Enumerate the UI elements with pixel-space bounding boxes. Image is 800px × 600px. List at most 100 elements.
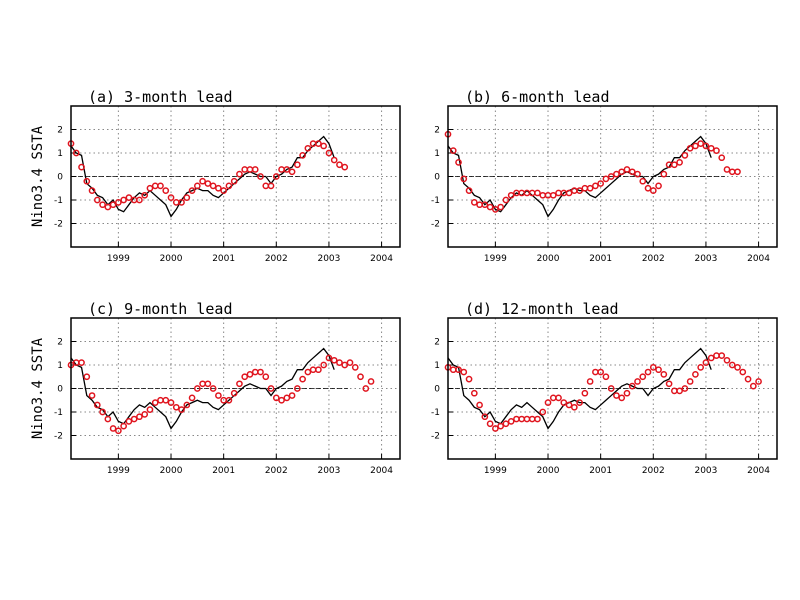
x-tick-label: 2000	[160, 466, 183, 476]
forecast-point	[676, 159, 683, 166]
y-tick-label: -2	[431, 220, 440, 230]
forecast-point	[497, 422, 504, 430]
x-tick-label: 1999	[107, 466, 130, 476]
y-tick-label: -1	[431, 408, 440, 418]
forecast-point	[518, 415, 526, 423]
forecast-point	[549, 394, 557, 402]
forecast-point	[172, 403, 180, 411]
forecast-point	[602, 373, 610, 381]
forecast-point	[565, 401, 573, 409]
x-tick-label: 2003	[317, 254, 340, 264]
forecast-point	[655, 182, 662, 190]
plot-frame	[70, 317, 401, 460]
forecast-point	[602, 175, 610, 183]
forecast-point	[351, 364, 359, 371]
forecast-point	[455, 366, 462, 374]
y-tick-label: 2	[434, 126, 440, 136]
forecast-point	[697, 364, 705, 371]
forecast-point	[481, 201, 489, 209]
forecast-point	[204, 180, 212, 187]
forecast-point	[115, 427, 122, 435]
y-tick-label: -1	[431, 196, 440, 206]
forecast-point	[283, 394, 291, 402]
forecast-point	[267, 385, 275, 392]
forecast-point	[586, 378, 594, 385]
forecast-point	[130, 415, 138, 423]
forecast-point	[125, 194, 133, 201]
forecast-point	[692, 371, 699, 378]
forecast-point	[707, 144, 715, 152]
forecast-point	[125, 418, 133, 425]
forecast-point	[204, 380, 212, 388]
forecast-point	[692, 142, 699, 150]
forecast-point	[492, 206, 499, 213]
forecast-point	[734, 168, 741, 176]
forecast-point	[83, 373, 91, 381]
forecast-point	[492, 425, 499, 432]
forecast-point	[325, 354, 333, 362]
forecast-point	[639, 177, 647, 185]
forecast-point	[136, 196, 143, 204]
forecast-point	[718, 352, 726, 359]
forecast-point	[502, 196, 510, 204]
forecast-point	[592, 182, 599, 190]
forecast-point	[749, 382, 757, 390]
forecast-point	[597, 180, 605, 187]
panel: 1999 2000 2001 2002 2003 2004 -2 -1 0 1 2 (d) 12-mo…	[431, 300, 778, 476]
forecast-point	[172, 199, 180, 206]
forecast-point	[241, 373, 249, 381]
forecast-point	[681, 385, 689, 392]
forecast-point	[649, 364, 657, 371]
panel: 1999 2000 2001 2002 2003 2004 -2 -1 0 1 2 (a) 3-mon…	[30, 88, 401, 264]
x-tick-label: 1999	[484, 466, 507, 476]
forecast-point	[644, 368, 652, 376]
forecast-point	[278, 396, 285, 404]
forecast-point	[109, 425, 117, 432]
y-tick-label: 1	[57, 149, 63, 159]
x-tick-label: 2001	[589, 254, 612, 264]
x-tick-label: 2000	[537, 254, 560, 264]
forecast-point	[78, 359, 85, 366]
forecast-point	[341, 163, 349, 171]
forecast-point	[576, 399, 583, 406]
forecast-point	[739, 368, 747, 376]
forecast-point	[220, 187, 228, 194]
forecast-point	[513, 415, 520, 423]
y-tick-label: 1	[434, 149, 440, 159]
forecast-point	[549, 191, 557, 199]
forecast-point	[225, 396, 233, 404]
forecast-point	[639, 373, 647, 381]
forecast-point	[634, 170, 641, 178]
forecast-point	[618, 168, 626, 176]
forecast-point	[162, 187, 170, 194]
forecast-point	[702, 359, 710, 366]
x-tick-label: 2000	[160, 254, 183, 264]
forecast-point	[225, 182, 233, 190]
forecast-point	[162, 396, 170, 404]
forecast-point	[199, 380, 206, 388]
forecast-point	[299, 152, 306, 159]
forecast-point	[241, 166, 249, 173]
forecast-point	[346, 359, 354, 366]
forecast-point	[288, 392, 296, 399]
forecast-point	[470, 389, 478, 397]
forecast-point	[330, 156, 338, 164]
forecast-point	[607, 385, 615, 392]
forecast-point	[686, 378, 694, 385]
y-tick-label: 2	[434, 338, 440, 348]
forecast-point	[539, 191, 547, 199]
panel-title: (a) 3-month lead	[88, 88, 233, 106]
forecast-point	[476, 401, 483, 409]
forecast-point	[93, 196, 101, 204]
forecast-point	[209, 385, 217, 392]
forecast-point	[315, 140, 322, 147]
forecast-point	[665, 380, 673, 388]
forecast-point	[628, 168, 636, 176]
forecast-point	[544, 399, 552, 406]
forecast-point	[178, 406, 185, 413]
forecast-point	[481, 413, 489, 421]
forecast-point	[744, 375, 752, 383]
forecast-point	[294, 385, 301, 392]
y-tick-label: 0	[57, 173, 63, 183]
x-tick-label: 2001	[212, 254, 235, 264]
